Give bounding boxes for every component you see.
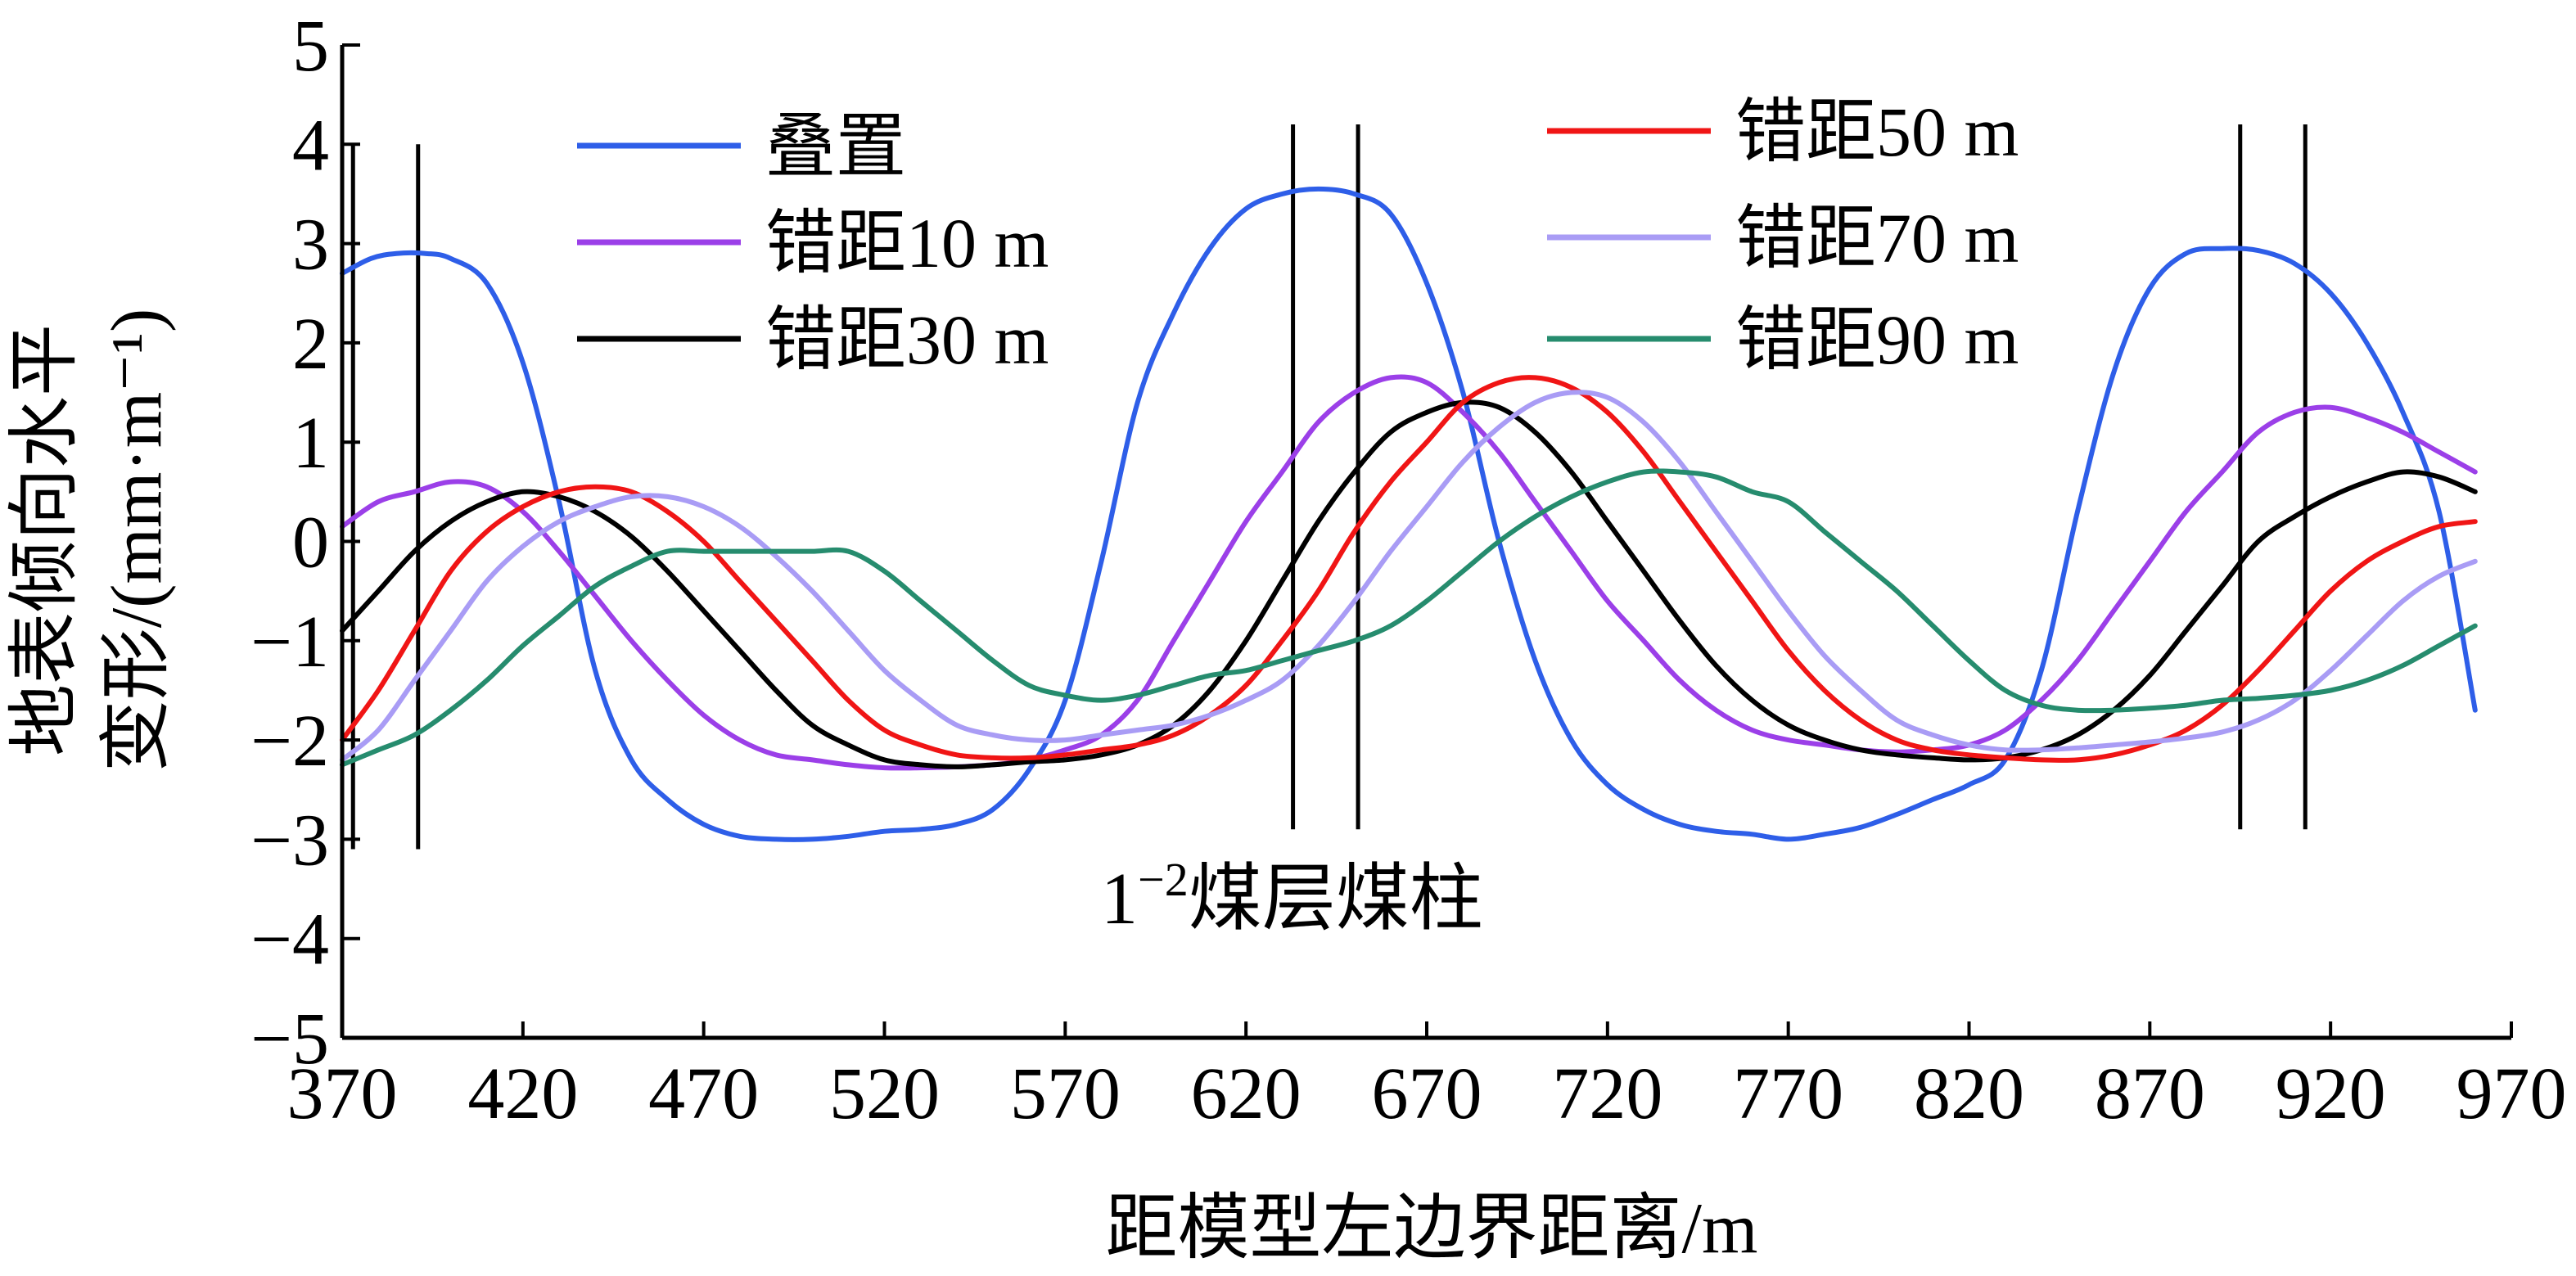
annotation-rest: 煤层煤柱 xyxy=(1189,859,1483,940)
y-axis-title-line2: 变形/(mm·m⁻¹) xyxy=(97,309,177,773)
y-tick-label: 2 xyxy=(292,304,329,385)
x-tick-label: 870 xyxy=(2095,1053,2205,1134)
series-line-2 xyxy=(340,374,2478,771)
y-tick-label: 1 xyxy=(292,403,329,484)
y-tick-label: −4 xyxy=(250,900,329,981)
x-tick-label: 470 xyxy=(648,1053,759,1134)
annotation-sup: −2 xyxy=(1138,853,1189,906)
legend-label: 错距50 m xyxy=(1735,92,2019,171)
x-tick-label: 970 xyxy=(2456,1053,2567,1134)
x-tick-label: 520 xyxy=(829,1053,940,1134)
annotation-base: 1 xyxy=(1101,859,1138,940)
x-tick-label: 720 xyxy=(1552,1053,1662,1134)
x-tick-label: 770 xyxy=(1733,1053,1843,1134)
y-tick-label: −5 xyxy=(250,999,329,1080)
y-tick-label: −1 xyxy=(250,602,329,683)
pillar-annotation: 1−2煤层煤柱 xyxy=(1101,853,1483,940)
legend-label: 错距70 m xyxy=(1735,199,2019,277)
x-tick-label: 820 xyxy=(1914,1053,2024,1134)
y-tick-label: 5 xyxy=(292,6,329,87)
series-lines xyxy=(340,186,2478,842)
y-tick-label: 3 xyxy=(292,205,329,286)
legend-label: 错距10 m xyxy=(765,204,1049,282)
series-line-4 xyxy=(340,375,2478,763)
x-tick-label: 670 xyxy=(1372,1053,1482,1134)
legend-label: 错距90 m xyxy=(1735,300,2019,379)
x-axis-title: 距模型左边界距离/m xyxy=(1106,1189,1758,1269)
axes xyxy=(340,43,2513,1040)
y-tick-label: −2 xyxy=(250,701,329,782)
x-tick-label: 620 xyxy=(1191,1053,1302,1134)
series-line-1 xyxy=(340,186,2478,842)
y-tick-label: −3 xyxy=(250,800,329,881)
series-line-3 xyxy=(340,399,2478,769)
legend-label: 错距30 m xyxy=(765,300,1049,379)
x-tick-label: 420 xyxy=(467,1053,578,1134)
series-line-6 xyxy=(340,468,2478,768)
x-tick-label: 570 xyxy=(1010,1053,1121,1134)
x-tick-label: 920 xyxy=(2276,1053,2386,1134)
y-tick-label: 4 xyxy=(292,105,329,186)
x-tick-label: 370 xyxy=(287,1053,398,1134)
pillar-lines xyxy=(350,124,2308,850)
legend-label: 叠置 xyxy=(765,107,906,186)
y-axis-title-line1: 地表倾向水平 xyxy=(6,324,85,756)
y-tick-label: 0 xyxy=(292,503,329,584)
series-line-5 xyxy=(340,390,2478,763)
